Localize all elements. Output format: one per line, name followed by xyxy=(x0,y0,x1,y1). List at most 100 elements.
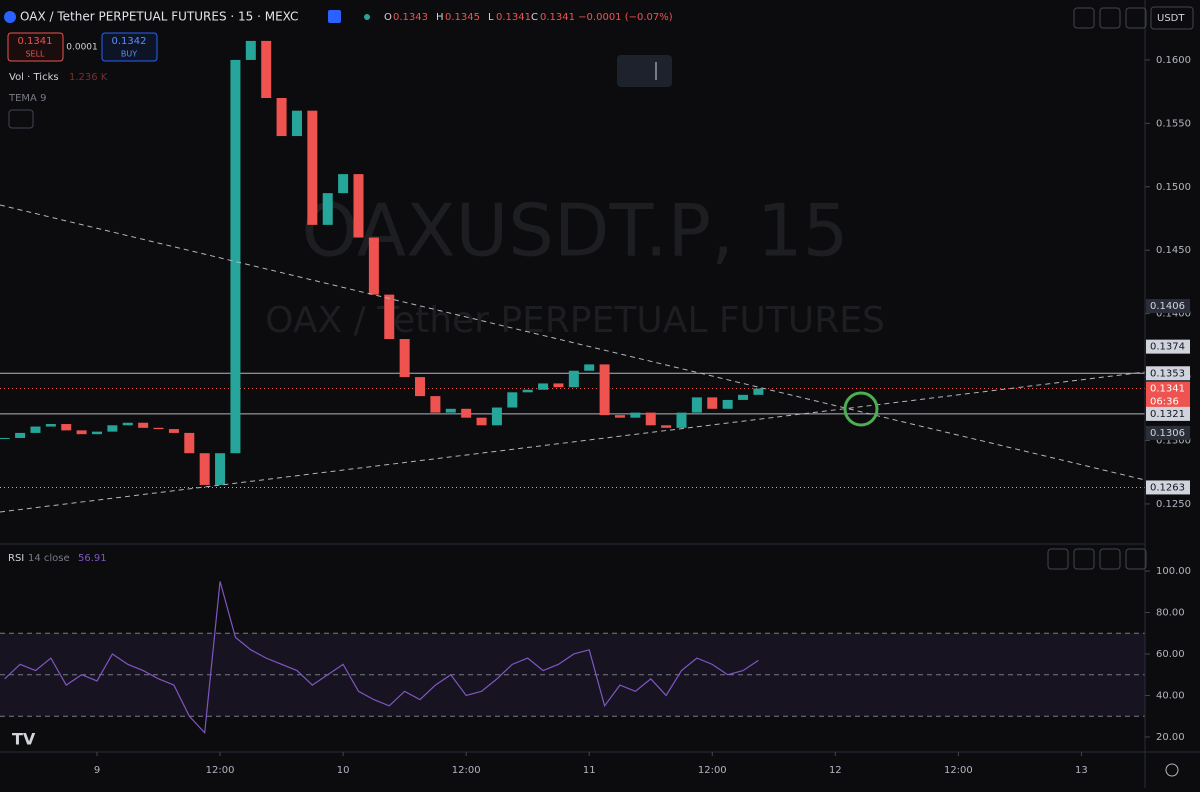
pane-up-button[interactable] xyxy=(1047,548,1069,570)
x-tick-label: 9 xyxy=(94,765,100,776)
ohlc-o: 0.1343 xyxy=(393,12,428,23)
y-tick-label: 0.1550 xyxy=(1156,118,1191,129)
ohlc-c: 0.1341 −0.0001 (−0.07%) xyxy=(540,12,673,23)
buy-button[interactable] xyxy=(101,32,158,62)
x-tick-label: 13 xyxy=(1075,765,1088,776)
x-tick-label: 10 xyxy=(337,765,350,776)
collapse-button[interactable] xyxy=(8,109,34,129)
sell-price: 0.1341 xyxy=(18,36,53,47)
candle xyxy=(322,193,333,225)
candle xyxy=(676,412,687,428)
y-tick-label: 0.1300 xyxy=(1156,436,1191,447)
candle xyxy=(215,453,226,485)
candle xyxy=(753,388,764,395)
highlight-circle xyxy=(843,391,879,427)
button-maximize[interactable] xyxy=(1125,7,1147,29)
candle xyxy=(76,430,87,435)
candle xyxy=(584,364,595,371)
trend-line xyxy=(0,204,1146,481)
candle xyxy=(30,426,41,433)
x-tick-label: 12 xyxy=(829,765,842,776)
candle xyxy=(707,397,718,409)
symbol-logo xyxy=(4,11,16,23)
symbol-title: OAX / Tether PERPETUAL FUTURES · 15 · ME… xyxy=(20,10,298,24)
candle xyxy=(415,377,426,397)
watermark-symbol: OAXUSDT.P, 15 xyxy=(302,189,849,273)
watermark-name: OAX / Tether PERPETUAL FUTURES xyxy=(265,300,885,341)
exchange-icon[interactable] xyxy=(328,10,341,23)
price-label: 0.1263 xyxy=(1150,482,1185,493)
price-label-bg xyxy=(1146,425,1190,440)
candle xyxy=(614,415,625,418)
currency-button[interactable] xyxy=(1150,6,1194,30)
candle xyxy=(168,429,179,433)
pane-close-button[interactable] xyxy=(1099,548,1121,570)
logo: 𝗧𝗩 xyxy=(12,730,36,749)
volume-value: 1.236 K xyxy=(69,72,108,83)
price-label-bg xyxy=(1146,381,1190,396)
ohlc-c-label: C xyxy=(531,12,538,23)
settings-button[interactable] xyxy=(1165,763,1179,777)
candle xyxy=(399,339,410,378)
buy-label: BUY xyxy=(121,50,137,59)
price-label-bg xyxy=(1146,339,1190,354)
sell-label: SELL xyxy=(25,50,45,59)
candle xyxy=(230,59,241,454)
candle xyxy=(107,425,118,432)
axes: 0.12500.13000.13500.14000.14500.15000.15… xyxy=(94,55,1191,776)
candle xyxy=(122,422,133,426)
y-tick-label: 40.00 xyxy=(1156,690,1185,701)
candle xyxy=(276,97,287,137)
price-label: 0.1321 xyxy=(1150,409,1185,420)
candle xyxy=(461,408,472,418)
countdown: 06:36 xyxy=(1150,397,1179,408)
candle xyxy=(153,427,164,430)
x-tick-label: 12:00 xyxy=(698,765,727,776)
rsi-params: 14 close xyxy=(28,553,70,564)
y-tick-label: 0.1500 xyxy=(1156,182,1191,193)
pane-delete-button[interactable] xyxy=(1073,548,1095,570)
candle xyxy=(491,407,502,426)
price-label: 0.1306 xyxy=(1150,428,1185,439)
currency: USDT xyxy=(1157,13,1185,24)
x-tick-label: 11 xyxy=(583,765,596,776)
market-status xyxy=(364,14,370,20)
candle xyxy=(599,364,610,416)
rsi-value: 56.91 xyxy=(78,553,107,564)
candle xyxy=(0,437,10,439)
drawing-toolbar[interactable] xyxy=(617,55,672,87)
volume-indicator: Vol · Ticks xyxy=(9,72,59,83)
candle xyxy=(261,40,272,98)
ohlc-l-label: L xyxy=(488,12,494,23)
y-tick-label: 0.1450 xyxy=(1156,245,1191,256)
y-tick-label: 0.1250 xyxy=(1156,499,1191,510)
price-label-bg xyxy=(1146,480,1190,495)
price-label: 0.1374 xyxy=(1150,342,1185,353)
candle xyxy=(338,174,349,194)
tema-indicator: TEMA 9 xyxy=(8,93,46,104)
button-down[interactable] xyxy=(1073,7,1095,29)
candle xyxy=(630,412,641,418)
sell-button[interactable] xyxy=(7,32,64,62)
candle xyxy=(15,432,26,438)
candle xyxy=(291,110,302,137)
price-label-bg xyxy=(1146,299,1190,314)
buy-price: 0.1342 xyxy=(112,36,147,47)
candle xyxy=(384,294,395,340)
price-label: 0.1353 xyxy=(1150,368,1185,379)
pane-maximize-button[interactable] xyxy=(1125,548,1147,570)
candle xyxy=(245,40,256,60)
button-close[interactable] xyxy=(1099,7,1121,29)
price-label-bg xyxy=(1146,366,1190,381)
price-pane xyxy=(0,40,1145,735)
spread: 0.0001 xyxy=(66,43,98,53)
candle xyxy=(522,389,533,393)
y-tick-label: 0.1400 xyxy=(1156,309,1191,320)
candle xyxy=(691,397,702,413)
ohlc-h: 0.1345 xyxy=(445,12,480,23)
price-label-bg xyxy=(1146,406,1190,421)
candle xyxy=(507,392,518,408)
x-tick-label: 12:00 xyxy=(452,765,481,776)
trend-line xyxy=(0,371,1146,513)
